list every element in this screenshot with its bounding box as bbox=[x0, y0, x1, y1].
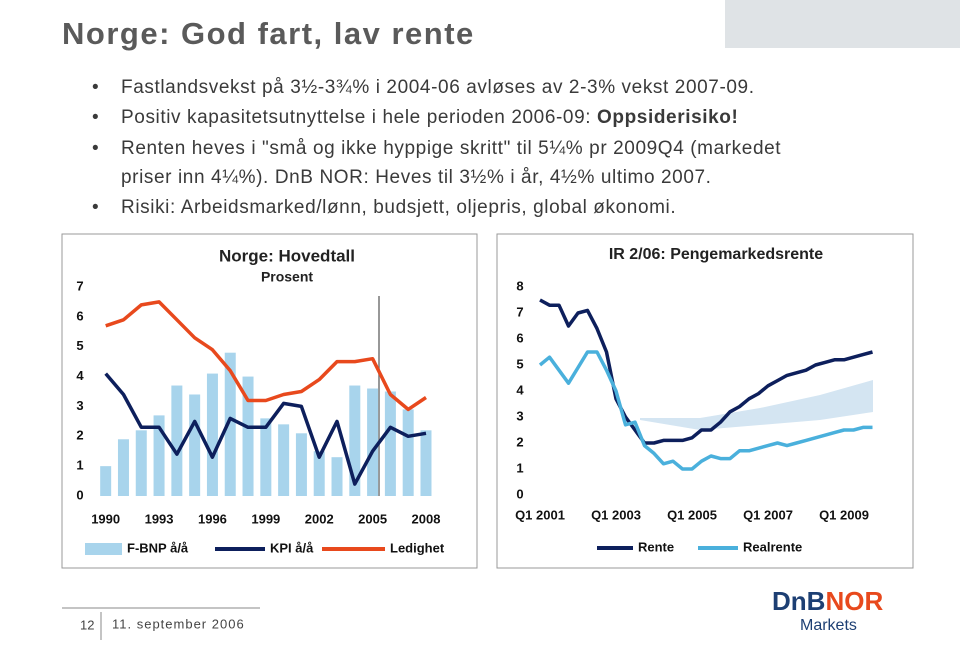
bullet-dot: • bbox=[92, 77, 99, 98]
y-tick-label: 3 bbox=[76, 398, 83, 413]
bar bbox=[153, 415, 165, 496]
bar bbox=[171, 385, 183, 496]
y-tick-label: 4 bbox=[516, 382, 524, 397]
line-series bbox=[539, 298, 873, 445]
header-photo bbox=[725, 0, 960, 48]
legend-label: KPI å/å bbox=[270, 540, 314, 555]
logo-a: DnB bbox=[772, 586, 825, 616]
x-tick-label: 2002 bbox=[305, 511, 334, 526]
y-tick-label: 8 bbox=[516, 278, 523, 293]
x-tick-label: Q1 2009 bbox=[819, 507, 869, 522]
bar bbox=[206, 373, 218, 496]
bar bbox=[224, 352, 236, 496]
y-tick-label: 0 bbox=[516, 486, 523, 501]
legend-label: Rente bbox=[638, 539, 674, 554]
chart-frame bbox=[496, 233, 914, 569]
legend-label: Ledighet bbox=[390, 540, 445, 555]
y-tick-label: 2 bbox=[516, 434, 523, 449]
page-number: 12 bbox=[80, 617, 94, 632]
chart-subtitle: Prosent bbox=[261, 269, 313, 285]
x-tick-label: 1993 bbox=[145, 511, 174, 526]
bar bbox=[384, 391, 396, 496]
line-series bbox=[538, 350, 873, 471]
bar bbox=[260, 418, 272, 496]
bullets: • Fastlandsvekst på 3½-3¾% i 2004-06 avl… bbox=[92, 77, 781, 218]
bar bbox=[402, 409, 414, 496]
logo: DnBNOR bbox=[772, 586, 883, 616]
logo-unit: Markets bbox=[800, 617, 857, 634]
x-tick-label: 1990 bbox=[91, 511, 120, 526]
y-tick-label: 2 bbox=[76, 428, 83, 443]
chart-frame bbox=[61, 233, 478, 569]
bullet: Risiki: Arbeidsmarked/lønn, budsjett, ol… bbox=[121, 197, 676, 218]
x-tick-label: Q1 2003 bbox=[591, 507, 641, 522]
bar bbox=[331, 457, 343, 496]
bar bbox=[242, 376, 254, 496]
y-tick-label: 6 bbox=[76, 308, 83, 323]
bar bbox=[349, 385, 361, 496]
y-tick-label: 3 bbox=[516, 408, 523, 423]
x-tick-label: 1996 bbox=[198, 511, 227, 526]
uncertainty-band bbox=[640, 380, 873, 430]
x-tick-label: 2005 bbox=[358, 511, 387, 526]
chart-title: Norge: Hovedtall bbox=[219, 246, 355, 265]
bullet-dot: • bbox=[92, 197, 99, 218]
bar bbox=[367, 388, 379, 496]
y-tick-label: 1 bbox=[76, 458, 83, 473]
bullet: Fastlandsvekst på 3½-3¾% i 2004-06 avløs… bbox=[121, 77, 755, 98]
legend-swatch bbox=[85, 543, 122, 555]
bar bbox=[189, 394, 201, 496]
y-tick-label: 4 bbox=[76, 368, 84, 383]
legend-label: Realrente bbox=[743, 539, 802, 554]
x-tick-label: 2008 bbox=[412, 511, 441, 526]
line-series bbox=[105, 300, 427, 412]
bullet-emphasis: Oppsiderisiko! bbox=[597, 107, 738, 128]
bullet-dot: • bbox=[92, 138, 99, 159]
y-tick-label: 1 bbox=[516, 460, 523, 475]
line-series bbox=[104, 372, 427, 486]
legend-label: F-BNP å/å bbox=[127, 540, 189, 555]
x-tick-label: 1999 bbox=[251, 511, 280, 526]
bar bbox=[100, 466, 112, 496]
bullet: Positiv kapasitetsutnyttelse i hele peri… bbox=[121, 107, 738, 128]
y-tick-label: 0 bbox=[76, 487, 83, 502]
bar bbox=[295, 433, 307, 496]
y-tick-label: 5 bbox=[516, 356, 523, 371]
bar bbox=[117, 439, 129, 496]
bullet-text: Positiv kapasitetsutnyttelse i hele peri… bbox=[121, 107, 597, 128]
bar bbox=[135, 430, 147, 496]
x-tick-label: Q1 2001 bbox=[515, 507, 565, 522]
y-tick-label: 6 bbox=[516, 330, 523, 345]
bar bbox=[278, 424, 290, 496]
bullet-continuation: priser inn 4¼%). DnB NOR: Heves til 3½% … bbox=[121, 167, 712, 188]
y-tick-label: 7 bbox=[516, 304, 523, 319]
bar bbox=[313, 451, 325, 496]
x-tick-label: Q1 2005 bbox=[667, 507, 717, 522]
bullet-dot: • bbox=[92, 107, 99, 128]
chart-title: IR 2/06: Pengemarkedsrente bbox=[609, 246, 823, 263]
bullet: Renten heves i "små og ikke hyppige skri… bbox=[121, 138, 781, 159]
slide-title: Norge: God fart, lav rente bbox=[62, 16, 475, 51]
y-tick-label: 7 bbox=[76, 278, 83, 293]
y-tick-label: 5 bbox=[76, 338, 83, 353]
logo-b: NOR bbox=[825, 586, 883, 616]
bar bbox=[420, 430, 432, 496]
footer-date: 11. september 2006 bbox=[112, 616, 245, 631]
x-tick-label: Q1 2007 bbox=[743, 507, 793, 522]
